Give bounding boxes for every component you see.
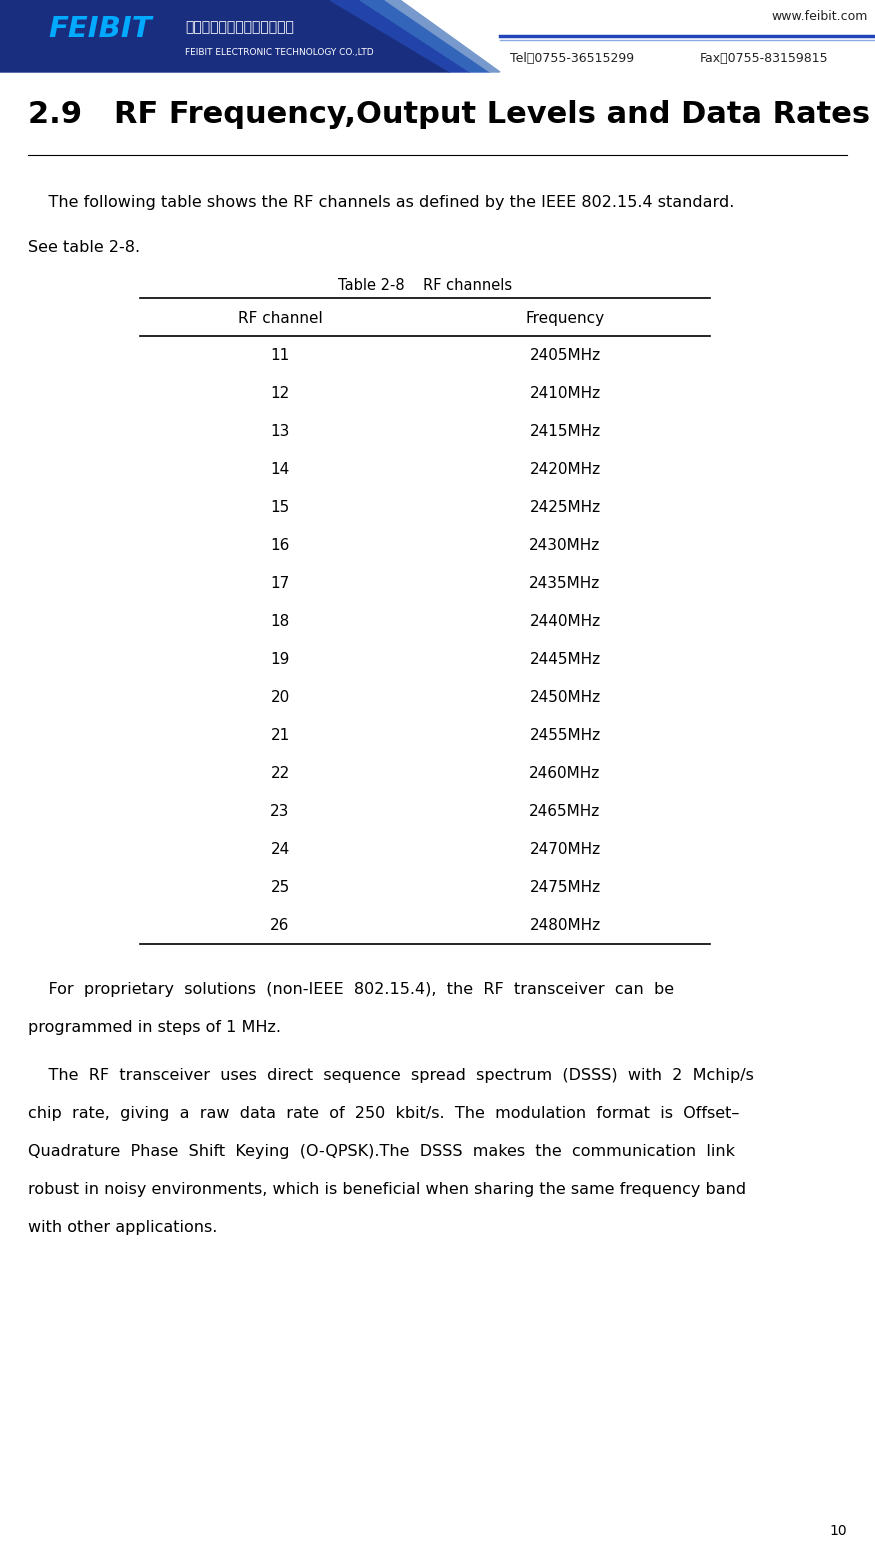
Text: 2440MHz: 2440MHz [529,613,600,629]
Text: 2450MHz: 2450MHz [529,689,600,705]
Text: The  RF  transceiver  uses  direct  sequence  spread  spectrum  (DSSS)  with  2 : The RF transceiver uses direct sequence … [28,1067,754,1083]
Text: 2475MHz: 2475MHz [529,879,600,895]
Text: 19: 19 [270,652,290,666]
Text: Frequency: Frequency [525,311,605,325]
Polygon shape [360,0,490,72]
Text: 24: 24 [270,842,290,856]
Text: 2430MHz: 2430MHz [529,537,600,552]
Text: 2420MHz: 2420MHz [529,462,600,476]
Text: Fax：0755-83159815: Fax：0755-83159815 [700,51,829,65]
Text: 2470MHz: 2470MHz [529,842,600,856]
Text: www.feibit.com: www.feibit.com [772,9,868,23]
Text: 2460MHz: 2460MHz [529,766,600,781]
Text: 2465MHz: 2465MHz [529,803,600,818]
Text: 2455MHz: 2455MHz [529,728,600,742]
Text: 2435MHz: 2435MHz [529,576,600,590]
Text: 2410MHz: 2410MHz [529,386,600,400]
Text: 2405MHz: 2405MHz [529,347,600,363]
Text: The following table shows the RF channels as defined by the IEEE 802.15.4 standa: The following table shows the RF channel… [28,194,734,210]
Text: 26: 26 [270,918,290,932]
Text: 21: 21 [270,728,290,742]
Text: 20: 20 [270,689,290,705]
Text: 25: 25 [270,879,290,895]
Text: 2.9   RF Frequency,Output Levels and Data Rates: 2.9 RF Frequency,Output Levels and Data … [28,100,870,129]
Text: RF channel: RF channel [238,311,322,325]
Text: Table 2-8    RF channels: Table 2-8 RF channels [338,279,512,293]
Text: 23: 23 [270,803,290,818]
Text: Quadrature  Phase  Shift  Keying  (O-QPSK).The  DSSS  makes  the  communication : Quadrature Phase Shift Keying (O-QPSK).T… [28,1144,735,1159]
Text: 22: 22 [270,766,290,781]
Text: FEIBIT: FEIBIT [48,16,151,44]
Text: 12: 12 [270,386,290,400]
Text: 15: 15 [270,499,290,515]
Text: For  proprietary  solutions  (non-IEEE  802.15.4),  the  RF  transceiver  can  b: For proprietary solutions (non-IEEE 802.… [28,982,674,997]
Text: programmed in steps of 1 MHz.: programmed in steps of 1 MHz. [28,1021,281,1035]
Text: robust in noisy environments, which is beneficial when sharing the same frequenc: robust in noisy environments, which is b… [28,1183,746,1197]
Text: 11: 11 [270,347,290,363]
Text: See table 2-8.: See table 2-8. [28,240,140,255]
Text: 16: 16 [270,537,290,552]
Text: chip  rate,  giving  a  raw  data  rate  of  250  kbit/s.  The  modulation  form: chip rate, giving a raw data rate of 250… [28,1106,739,1120]
Text: 13: 13 [270,423,290,439]
Text: 17: 17 [270,576,290,590]
Polygon shape [330,0,470,72]
Text: 2480MHz: 2480MHz [529,918,600,932]
Polygon shape [0,0,450,72]
Text: 14: 14 [270,462,290,476]
Text: Tel：0755-36515299: Tel：0755-36515299 [510,51,634,65]
Polygon shape [385,0,500,72]
Text: 深圳市飞比电子科技有限公司: 深圳市飞比电子科技有限公司 [185,20,294,34]
Text: 2425MHz: 2425MHz [529,499,600,515]
Text: with other applications.: with other applications. [28,1220,217,1235]
Text: 18: 18 [270,613,290,629]
Text: 2445MHz: 2445MHz [529,652,600,666]
Text: 10: 10 [830,1523,847,1537]
Text: FEIBIT ELECTRONIC TECHNOLOGY CO.,LTD: FEIBIT ELECTRONIC TECHNOLOGY CO.,LTD [185,48,374,58]
Text: 2415MHz: 2415MHz [529,423,600,439]
